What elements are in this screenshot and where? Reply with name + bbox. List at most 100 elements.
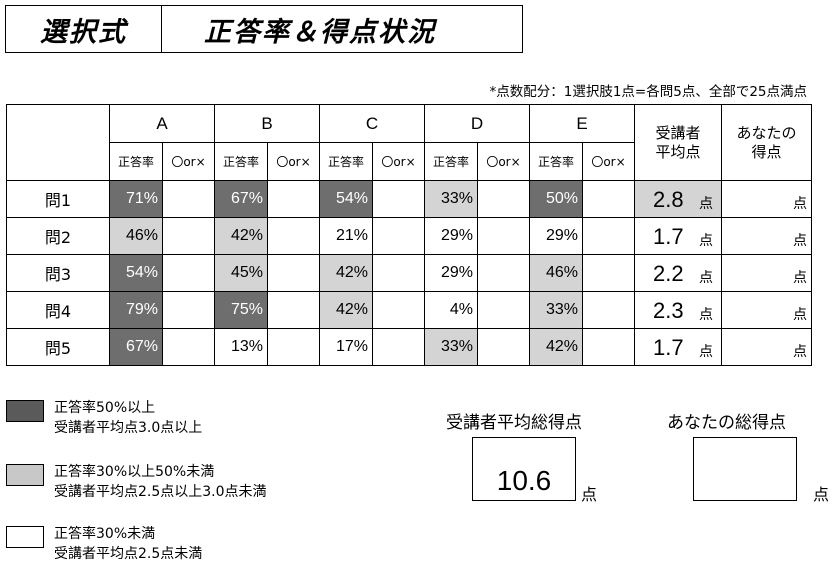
rate-cell: 42% bbox=[214, 217, 268, 255]
ox-input-cell[interactable] bbox=[162, 291, 215, 329]
avg-score-unit: 点 bbox=[699, 307, 713, 323]
avg-score-unit: 点 bbox=[699, 196, 713, 212]
ox-input-cell[interactable] bbox=[372, 291, 425, 329]
legend-line1: 正答率30%以上50%未満 bbox=[54, 464, 215, 480]
legend-line2: 受講者平均点3.0点以上 bbox=[54, 420, 203, 436]
your-score-cell[interactable]: 点 bbox=[721, 217, 812, 255]
sub-header-rate: 正答率 bbox=[319, 142, 373, 181]
ox-input-cell[interactable] bbox=[267, 217, 320, 255]
ox-input-cell[interactable] bbox=[582, 291, 635, 329]
you-header: あなたの 得点 bbox=[721, 104, 812, 181]
rate-cell: 33% bbox=[424, 180, 478, 218]
scoring-note: *点数配分：1選択肢1点=各問5点、全部で25点満点 bbox=[489, 84, 807, 100]
avg-header: 受講者 平均点 bbox=[634, 104, 722, 181]
ox-input-cell[interactable] bbox=[267, 328, 320, 366]
avg-score-cell: 1.7 点 bbox=[634, 217, 722, 255]
ox-input-cell[interactable] bbox=[477, 217, 530, 255]
rate-cell: 29% bbox=[424, 217, 478, 255]
question-label: 問1 bbox=[6, 180, 110, 218]
question-label: 問4 bbox=[6, 291, 110, 329]
your-score-cell[interactable]: 点 bbox=[721, 180, 812, 218]
ox-input-cell[interactable] bbox=[372, 180, 425, 218]
ox-input-cell[interactable] bbox=[162, 328, 215, 366]
rate-cell: 54% bbox=[109, 254, 163, 292]
score-table: A B C D E 受講者 平均点 あなたの 得点 正答率 〇or× 正答率 〇… bbox=[6, 104, 812, 366]
ox-input-cell[interactable] bbox=[477, 180, 530, 218]
ox-input-cell[interactable] bbox=[582, 254, 635, 292]
legend-line2: 受講者平均点2.5点未満 bbox=[54, 546, 203, 562]
legend-line1: 正答率30%未満 bbox=[54, 526, 156, 542]
legend-swatch-dark bbox=[6, 400, 44, 422]
ox-input-cell[interactable] bbox=[267, 254, 320, 292]
ox-input-cell[interactable] bbox=[372, 328, 425, 366]
sub-header-ox: 〇or× bbox=[372, 142, 425, 181]
your-score-unit: 点 bbox=[793, 307, 807, 323]
ox-input-cell[interactable] bbox=[582, 180, 635, 218]
choice-header-d: D bbox=[424, 104, 530, 143]
avg-score-cell: 2.8 点 bbox=[634, 180, 722, 218]
ox-input-cell[interactable] bbox=[267, 180, 320, 218]
avg-score-value: 1.7 bbox=[653, 224, 684, 249]
rate-cell: 46% bbox=[109, 217, 163, 255]
your-score-cell[interactable]: 点 bbox=[721, 291, 812, 329]
sub-header-rate: 正答率 bbox=[109, 142, 163, 181]
avg-total-label: 受講者平均総得点 bbox=[446, 413, 582, 433]
you-total-box[interactable] bbox=[693, 437, 797, 501]
ox-input-cell[interactable] bbox=[372, 254, 425, 292]
ox-input-cell[interactable] bbox=[372, 217, 425, 255]
sub-header-ox: 〇or× bbox=[582, 142, 635, 181]
ox-input-cell[interactable] bbox=[477, 328, 530, 366]
your-score-unit: 点 bbox=[793, 233, 807, 249]
legend-line2: 受講者平均点2.5点以上3.0点未満 bbox=[54, 484, 267, 500]
your-score-unit: 点 bbox=[793, 270, 807, 286]
avg-score-value: 2.8 bbox=[653, 187, 684, 212]
sub-header-ox: 〇or× bbox=[162, 142, 215, 181]
ox-input-cell[interactable] bbox=[162, 217, 215, 255]
rate-cell: 71% bbox=[109, 180, 163, 218]
title-category: 選択式 bbox=[6, 6, 162, 52]
sub-header-rate: 正答率 bbox=[214, 142, 268, 181]
choice-header-b: B bbox=[214, 104, 320, 143]
question-row: 問3 54% 45% 42% 29% 46% 2.2 点 点 bbox=[6, 254, 812, 292]
rate-cell: 4% bbox=[424, 291, 478, 329]
rate-cell: 75% bbox=[214, 291, 268, 329]
you-total-label: あなたの総得点 bbox=[667, 413, 786, 433]
you-total-unit: 点 bbox=[813, 485, 830, 504]
rate-cell: 42% bbox=[319, 254, 373, 292]
you-header-line2: 得点 bbox=[751, 142, 782, 161]
rate-cell: 21% bbox=[319, 217, 373, 255]
avg-header-line2: 平均点 bbox=[655, 142, 701, 161]
ox-input-cell[interactable] bbox=[582, 217, 635, 255]
ox-input-cell[interactable] bbox=[477, 291, 530, 329]
question-label: 問2 bbox=[6, 217, 110, 255]
choice-header-a: A bbox=[109, 104, 215, 143]
ox-input-cell[interactable] bbox=[162, 180, 215, 218]
sub-header-ox: 〇or× bbox=[477, 142, 530, 181]
question-label: 問3 bbox=[6, 254, 110, 292]
ox-input-cell[interactable] bbox=[477, 254, 530, 292]
avg-score-cell: 1.7 点 bbox=[634, 328, 722, 366]
avg-score-cell: 2.3 点 bbox=[634, 291, 722, 329]
legend-swatch-light bbox=[6, 464, 44, 486]
your-score-unit: 点 bbox=[793, 344, 807, 360]
ox-input-cell[interactable] bbox=[267, 291, 320, 329]
avg-score-value: 2.3 bbox=[653, 298, 684, 323]
question-row: 問2 46% 42% 21% 29% 29% 1.7 点 点 bbox=[6, 217, 812, 255]
your-score-cell[interactable]: 点 bbox=[721, 254, 812, 292]
rate-cell: 17% bbox=[319, 328, 373, 366]
title-main: 正答率＆得点状況 bbox=[204, 16, 436, 48]
avg-score-unit: 点 bbox=[699, 344, 713, 360]
question-row: 問4 79% 75% 42% 4% 33% 2.3 点 点 bbox=[6, 291, 812, 329]
rate-cell: 46% bbox=[529, 254, 583, 292]
avg-score-value: 1.7 bbox=[653, 335, 684, 360]
rate-cell: 45% bbox=[214, 254, 268, 292]
ox-input-cell[interactable] bbox=[582, 328, 635, 366]
sub-header-rate: 正答率 bbox=[424, 142, 478, 181]
avg-total-box: 10.6 bbox=[472, 437, 576, 501]
your-score-cell[interactable]: 点 bbox=[721, 328, 812, 366]
avg-score-unit: 点 bbox=[699, 233, 713, 249]
rate-cell: 67% bbox=[109, 328, 163, 366]
ox-input-cell[interactable] bbox=[162, 254, 215, 292]
your-score-unit: 点 bbox=[793, 196, 807, 212]
choice-header-e: E bbox=[529, 104, 635, 143]
